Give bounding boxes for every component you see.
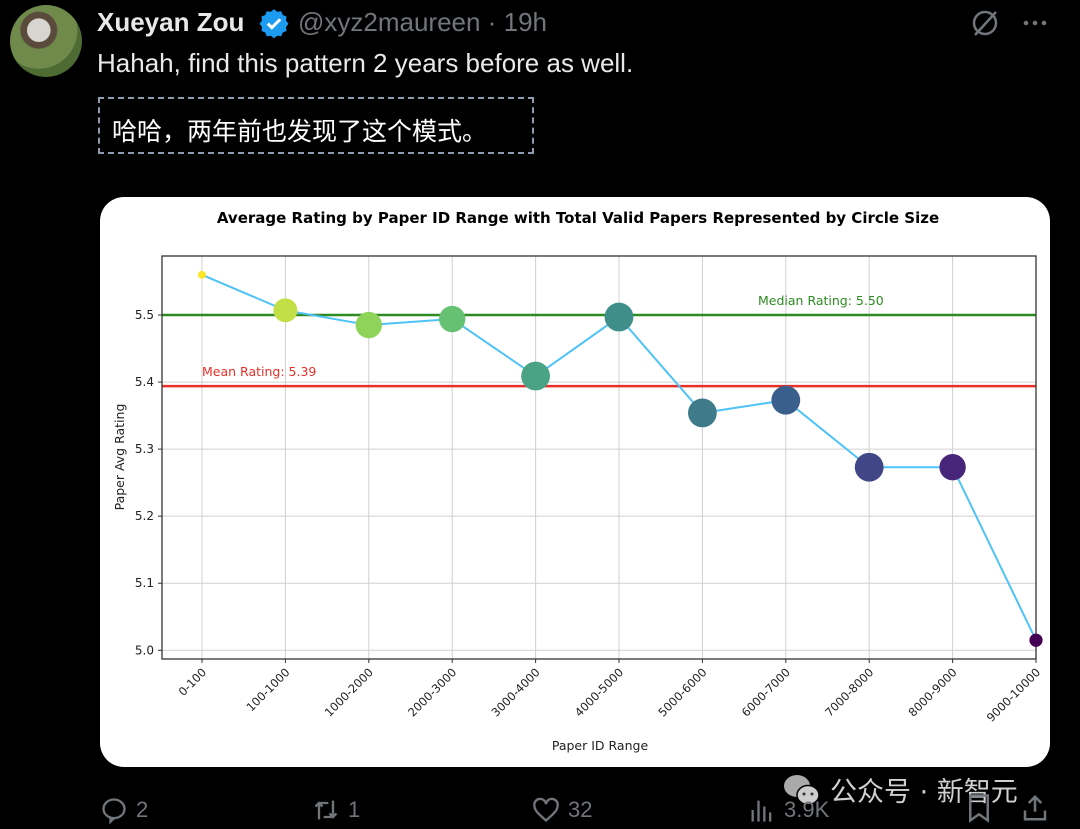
y-tick-label: 5.0 <box>135 643 154 657</box>
data-point <box>1029 633 1043 647</box>
reference-line-label: Mean Rating: 5.39 <box>202 364 316 379</box>
reply-count: 2 <box>136 797 149 822</box>
reply-icon <box>102 798 126 824</box>
x-tick-label: 9000-10000 <box>984 665 1043 724</box>
x-tick-label: 1000-2000 <box>322 665 376 719</box>
watermark: 公众号 · 新智元 <box>782 770 1018 809</box>
like-count: 32 <box>568 797 593 822</box>
y-tick-label: 5.2 <box>135 509 154 523</box>
like-button[interactable]: 32 <box>532 795 592 825</box>
plot-frame <box>161 255 1037 660</box>
data-point <box>688 398 717 428</box>
timestamp[interactable]: 19h <box>503 7 548 37</box>
share-icon[interactable] <box>1020 793 1050 823</box>
data-point <box>355 311 382 339</box>
handle-and-time: @xyz2maureen · 19h <box>298 7 547 38</box>
x-axis-label: Paper ID Range <box>552 738 649 753</box>
reply-button[interactable]: 2 <box>100 795 148 825</box>
avatar[interactable] <box>10 5 82 77</box>
data-point <box>604 302 634 332</box>
y-tick-label: 5.5 <box>135 308 154 322</box>
data-point <box>198 270 206 279</box>
data-point <box>771 385 801 415</box>
repost-button[interactable]: 1 <box>312 795 360 825</box>
x-tick-label: 5000-6000 <box>655 665 709 719</box>
repost-icon <box>314 800 338 820</box>
separator: · <box>487 7 497 37</box>
x-tick-label: 3000-4000 <box>488 665 542 719</box>
views-icon <box>751 800 772 822</box>
chart-image[interactable]: Average Rating by Paper ID Range with To… <box>100 197 1050 767</box>
view-count: 3.9K <box>784 797 830 822</box>
x-tick-label: 2000-3000 <box>405 665 459 719</box>
chart: Average Rating by Paper ID Range with To… <box>112 209 1043 753</box>
data-point <box>273 298 298 323</box>
y-tick-label: 5.4 <box>135 375 154 389</box>
x-tick-label: 8000-9000 <box>905 665 959 719</box>
y-axis-label: Paper Avg Rating <box>112 404 127 511</box>
data-point <box>854 452 884 482</box>
x-tick-label: 6000-7000 <box>739 665 793 719</box>
x-tick-label: 100-1000 <box>243 665 292 714</box>
reference-line-label: Median Rating: 5.50 <box>758 293 884 308</box>
translation-box: 哈哈，两年前也发现了这个模式。 <box>98 97 534 154</box>
x-tick-label: 7000-8000 <box>822 665 876 719</box>
y-tick-label: 5.3 <box>135 442 154 456</box>
bookmark-icon[interactable] <box>964 793 994 823</box>
views-button[interactable]: 3.9K <box>748 795 829 825</box>
verified-badge-icon <box>259 9 289 38</box>
heart-icon <box>533 797 559 823</box>
x-tick-label: 4000-5000 <box>572 665 626 719</box>
more-icon[interactable] <box>1020 8 1050 38</box>
watermark-text: 公众号 · 新智元 <box>830 777 1018 808</box>
repost-count: 1 <box>348 797 361 822</box>
tweet-text: Hahah, find this pattern 2 years before … <box>97 48 634 78</box>
x-tick-label: 0-100 <box>176 665 210 699</box>
data-point <box>439 305 466 333</box>
data-point <box>939 454 966 481</box>
wechat-icon <box>784 774 820 805</box>
data-point <box>521 361 550 391</box>
author-name[interactable]: Xueyan Zou <box>97 7 245 37</box>
y-tick-label: 5.1 <box>135 576 154 590</box>
handle[interactable]: @xyz2maureen <box>298 7 481 37</box>
chart-title: Average Rating by Paper ID Range with To… <box>217 209 939 227</box>
grok-icon[interactable] <box>970 8 1000 38</box>
